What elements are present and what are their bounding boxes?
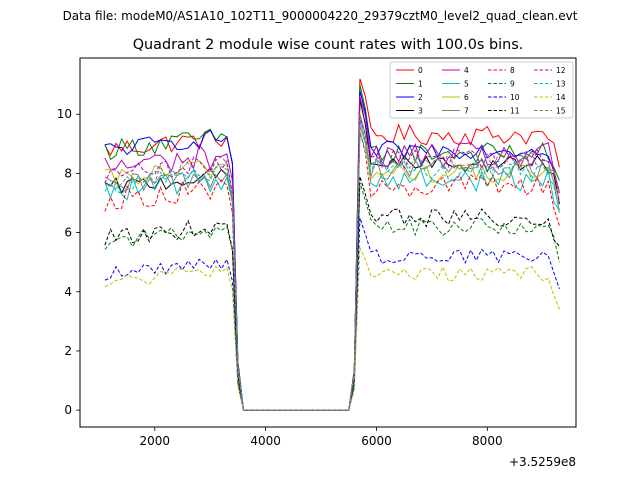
- x-tick-label: 4000: [250, 434, 281, 448]
- legend-label-5: 5: [464, 80, 469, 89]
- suptitle: Data file: modeM0/AS1A10_102T11_90000042…: [63, 9, 578, 23]
- legend-label-14: 14: [556, 93, 566, 102]
- y-tick-label: 8: [64, 166, 72, 180]
- legend-label-15: 15: [556, 107, 566, 116]
- legend-label-10: 10: [510, 93, 520, 102]
- y-tick-label: 4: [64, 285, 72, 299]
- y-tick-label: 2: [64, 344, 72, 358]
- legend-label-8: 8: [510, 66, 515, 75]
- legend-label-13: 13: [556, 80, 566, 89]
- chart-title: Quadrant 2 module wise count rates with …: [133, 37, 524, 53]
- plot-area: [104, 78, 560, 411]
- y-tick-label: 0: [64, 403, 72, 417]
- series-line-9: [104, 182, 560, 411]
- legend-label-11: 11: [510, 107, 520, 116]
- x-offset-label: +3.5259e8: [509, 455, 576, 469]
- legend-box: [389, 61, 574, 119]
- x-tick-label: 8000: [472, 434, 503, 448]
- legend-label-6: 6: [464, 93, 469, 102]
- series-line-8: [104, 131, 560, 411]
- axes-frame: [79, 57, 577, 428]
- legend-label-12: 12: [556, 66, 566, 75]
- x-axis: 2000 4000 6000 8000: [140, 427, 503, 448]
- y-tick-label: 6: [64, 226, 72, 240]
- y-axis: 0 2 4 6 8 10: [57, 107, 80, 417]
- legend-label-9: 9: [510, 80, 515, 89]
- legend-label-2: 2: [418, 93, 423, 102]
- y-tick-label: 10: [57, 107, 72, 121]
- x-tick-label: 6000: [361, 434, 392, 448]
- legend-label-4: 4: [464, 66, 469, 75]
- legend-label-7: 7: [464, 107, 469, 116]
- legend-label-3: 3: [418, 107, 423, 116]
- series-line-15: [104, 125, 560, 411]
- legend-label-1: 1: [418, 80, 423, 89]
- legend-label-0: 0: [418, 66, 423, 75]
- x-tick-label: 2000: [140, 434, 171, 448]
